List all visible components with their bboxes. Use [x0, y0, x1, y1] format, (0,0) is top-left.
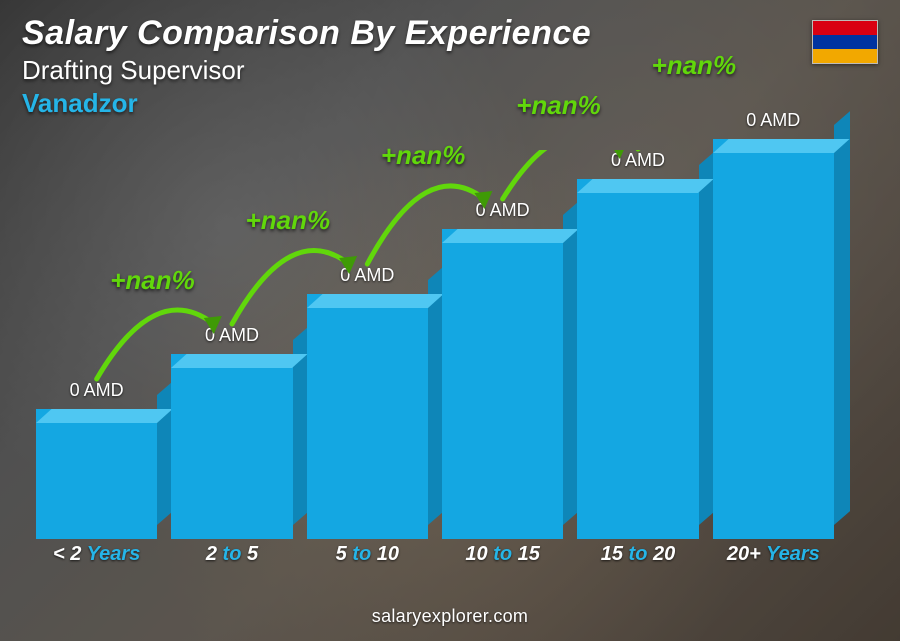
bar-shape: [577, 179, 698, 539]
bar-value-label: 0 AMD: [340, 265, 394, 286]
x-label-4: 15 to 20: [577, 543, 698, 573]
country-flag: [812, 20, 878, 64]
bar-shape: [171, 354, 292, 539]
flag-stripe-1: [813, 21, 877, 35]
bar-shape: [36, 409, 157, 539]
footer-attribution: salaryexplorer.com: [0, 606, 900, 627]
bar-value-label: 0 AMD: [611, 150, 665, 171]
x-label-3: 10 to 15: [442, 543, 563, 573]
bar-shape: [713, 139, 834, 539]
bar-0: 0 AMD: [36, 380, 157, 539]
x-label-5: 20+ Years: [713, 543, 834, 573]
bars-container: 0 AMD0 AMD0 AMD0 AMD0 AMD0 AMD: [30, 150, 840, 539]
bar-1: 0 AMD: [171, 325, 292, 539]
bar-value-label: 0 AMD: [70, 380, 124, 401]
flag-stripe-3: [813, 49, 877, 63]
x-label-0: < 2 Years: [36, 543, 157, 573]
page-subtitle: Drafting Supervisor: [22, 55, 591, 86]
x-labels: < 2 Years 2 to 5 5 to 10 10 to 15 15 to 20 20…: [30, 543, 840, 573]
bar-value-label: 0 AMD: [476, 200, 530, 221]
title-block: Salary Comparison By Experience Drafting…: [22, 14, 591, 119]
bar-chart: 0 AMD0 AMD0 AMD0 AMD0 AMD0 AMD < 2 Years…: [30, 150, 840, 573]
bar-value-label: 0 AMD: [205, 325, 259, 346]
bar-shape: [307, 294, 428, 539]
x-label-2: 5 to 10: [307, 543, 428, 573]
x-label-1: 2 to 5: [171, 543, 292, 573]
flag-stripe-2: [813, 35, 877, 49]
bar-shape: [442, 229, 563, 539]
bar-2: 0 AMD: [307, 265, 428, 539]
page-location: Vanadzor: [22, 88, 591, 119]
bar-value-label: 0 AMD: [746, 110, 800, 131]
bar-4: 0 AMD: [577, 150, 698, 539]
page-title: Salary Comparison By Experience: [22, 14, 591, 53]
bar-5: 0 AMD: [713, 110, 834, 539]
chart-stage: Salary Comparison By Experience Drafting…: [0, 0, 900, 641]
bar-3: 0 AMD: [442, 200, 563, 539]
